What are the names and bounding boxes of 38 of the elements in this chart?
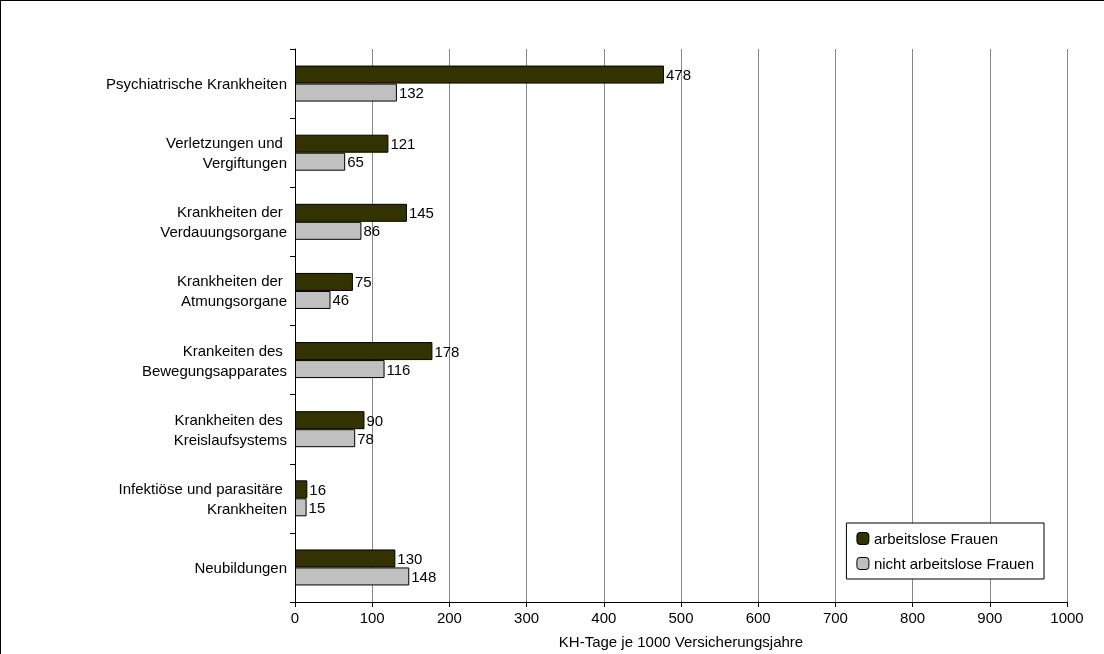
x-tick-label: 200 (436, 609, 462, 626)
data-label: 132 (398, 84, 424, 102)
x-tick-label: 700 (822, 609, 848, 626)
y-tick-label: Infektiöse und parasitäre Krankheiten (118, 479, 287, 517)
data-label: 46 (332, 291, 350, 309)
legend-label: nicht arbeitslose Frauen (873, 555, 1035, 572)
x-tick-label: 100 (359, 609, 385, 626)
data-label: 78 (357, 429, 374, 447)
y-tick-label: Krankeiten des Bewegungsapparates (141, 341, 287, 379)
data-label: 148 (411, 567, 437, 585)
data-label: 75 (354, 273, 372, 291)
x-tick-label: 900 (977, 609, 1003, 626)
legend-label: arbeitslose Frauen (873, 530, 999, 547)
y-tick-label: Verletzungen und Vergiftungen (166, 134, 287, 172)
x-tick-label: 400 (591, 609, 617, 626)
x-tick-label: 1000 (1050, 609, 1084, 626)
y-tick-label: Krankheiten der Atmungsorgane (176, 272, 287, 310)
x-axis-title: KH-Tage je 1000 Versicherungsjahre (558, 633, 804, 650)
x-tick-label: 0 (290, 609, 300, 626)
data-label: 145 (408, 204, 434, 222)
x-tick-label: 300 (514, 609, 540, 626)
data-label: 116 (386, 360, 411, 378)
data-label: 16 (309, 480, 327, 498)
data-label: 478 (666, 66, 692, 84)
y-tick-label: Psychiatrische Krankheiten (106, 75, 287, 93)
data-label: 130 (397, 549, 423, 567)
y-tick-label: Krankheiten der Verdauungsorgane (160, 203, 287, 241)
x-tick-label: 500 (668, 609, 694, 626)
y-tick-label: Krankheiten des Kreislaufsystems (173, 410, 287, 448)
data-label: 65 (347, 153, 364, 171)
x-tick-label: 600 (745, 609, 771, 626)
data-label: 15 (308, 498, 326, 516)
data-label: 178 (434, 342, 460, 360)
data-label: 121 (390, 135, 416, 153)
y-tick-label: Neubildungen (194, 558, 287, 576)
data-label: 90 (366, 411, 384, 429)
data-label: 86 (363, 222, 381, 240)
x-tick-label: 800 (900, 609, 926, 626)
